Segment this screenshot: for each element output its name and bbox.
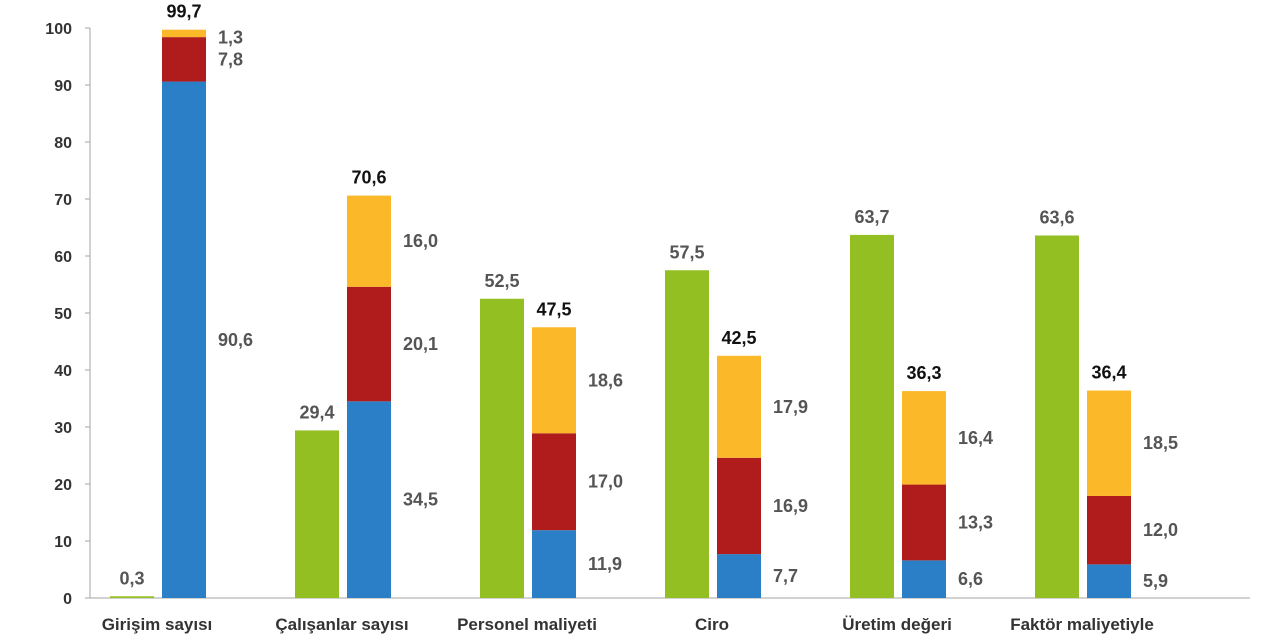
green-bar [295, 430, 339, 598]
category-label: Üretim değeri [842, 615, 952, 634]
blue-segment-label: 5,9 [1143, 571, 1168, 591]
blue-segment [532, 530, 576, 598]
green-bar-label: 0,3 [119, 568, 144, 588]
red-segment [902, 484, 946, 561]
y-tick-label: 90 [54, 78, 72, 95]
y-tick-label: 80 [54, 135, 72, 152]
category-label: Girişim sayısı [102, 615, 213, 634]
stack-total-label: 42,5 [721, 328, 756, 348]
red-segment [532, 433, 576, 531]
red-segment-label: 16,9 [773, 496, 808, 516]
yellow-segment-label: 17,9 [773, 397, 808, 417]
y-tick-label: 50 [54, 306, 72, 323]
red-segment [162, 37, 206, 82]
red-segment-label: 12,0 [1143, 520, 1178, 540]
y-tick-label: 70 [54, 192, 72, 209]
yellow-segment [162, 29, 206, 38]
green-bar [665, 270, 709, 598]
green-bar [110, 596, 154, 598]
y-tick-label: 40 [54, 363, 72, 380]
green-bar [850, 234, 894, 598]
blue-segment [717, 554, 761, 598]
category-label: Ciro [695, 615, 729, 634]
yellow-segment [1087, 390, 1131, 496]
y-tick-label: 10 [54, 534, 72, 551]
chart-axes: 0 10 20 30 40 50 60 70 80 90 100 [45, 21, 1250, 608]
category-label: Faktör maliyetiyle [1010, 615, 1154, 634]
yellow-segment-label: 16,0 [403, 231, 438, 251]
yellow-segment [902, 391, 946, 485]
chart-bars [110, 29, 1131, 599]
stack-total-label: 99,7 [166, 2, 201, 22]
red-segment-label: 13,3 [958, 512, 993, 532]
category-label: Personel maliyeti [457, 615, 597, 634]
blue-segment [347, 401, 391, 598]
red-segment-label: 20,1 [403, 334, 438, 354]
category-label: Çalışanlar sayısı [275, 615, 408, 634]
green-bar [480, 298, 524, 598]
yellow-segment [532, 327, 576, 434]
red-segment [1087, 495, 1131, 565]
blue-segment [1087, 564, 1131, 598]
yellow-segment-label: 18,5 [1143, 433, 1178, 453]
stack-total-label: 47,5 [536, 299, 571, 319]
y-tick-label: 0 [63, 591, 72, 608]
green-bar-label: 29,4 [299, 402, 334, 422]
yellow-segment [347, 195, 391, 287]
y-tick-label: 20 [54, 477, 72, 494]
blue-segment-label: 7,7 [773, 566, 798, 586]
blue-segment-label: 90,6 [218, 330, 253, 350]
y-tick-label: 100 [45, 21, 72, 38]
green-bar [1035, 235, 1079, 599]
stack-total-label: 36,3 [906, 363, 941, 383]
green-bar-label: 63,7 [854, 207, 889, 227]
green-bar-label: 57,5 [669, 242, 704, 262]
blue-segment-label: 34,5 [403, 490, 438, 510]
blue-segment-label: 6,6 [958, 569, 983, 589]
yellow-segment-label: 1,3 [218, 28, 243, 48]
green-bar-label: 63,6 [1039, 207, 1074, 227]
y-tick-label: 30 [54, 420, 72, 437]
green-bar-label: 52,5 [484, 271, 519, 291]
stack-total-label: 36,4 [1091, 363, 1126, 383]
red-segment-label: 7,8 [218, 49, 243, 69]
y-tick-label: 60 [54, 249, 72, 266]
yellow-segment-label: 16,4 [958, 428, 993, 448]
yellow-segment-label: 18,6 [588, 370, 623, 390]
red-segment [347, 286, 391, 402]
red-segment [717, 457, 761, 555]
blue-segment-label: 11,9 [588, 554, 622, 574]
stack-total-label: 70,6 [351, 168, 386, 188]
yellow-segment [717, 355, 761, 458]
blue-segment [162, 81, 206, 598]
blue-segment [902, 560, 946, 598]
chart-labels: 0,3 90,6 7,81,3 99,7 Girişim sayısı 29,4 34,5 2… [102, 2, 1178, 634]
red-segment-label: 17,0 [588, 472, 623, 492]
